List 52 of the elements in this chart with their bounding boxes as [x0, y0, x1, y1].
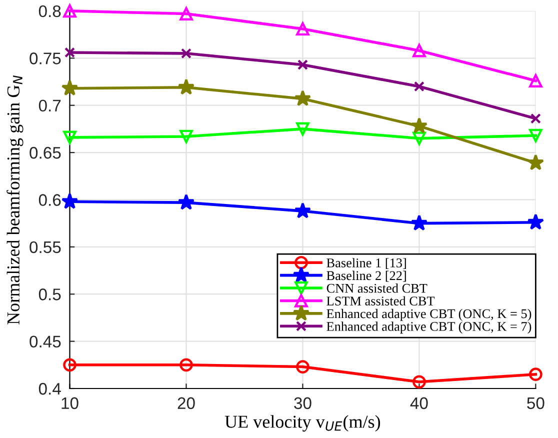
point — [296, 360, 310, 374]
legend-label: CNN assisted CBT — [326, 283, 428, 293]
x-tick-label: 20 — [178, 397, 195, 410]
y-tick-label: 0.5 — [38, 288, 61, 300]
legend-label: Baseline 1 [13] — [326, 258, 406, 270]
y-tick-label: 0.8 — [38, 5, 61, 18]
point — [527, 154, 544, 170]
legend-label: Enhanced adaptive CBT (ONC, K = 5) — [326, 308, 532, 321]
point — [61, 80, 78, 96]
y-axis-title: Normalized beamforming gain G$_{N}$ — [6, 75, 24, 324]
point — [64, 47, 76, 58]
point — [180, 130, 193, 144]
point — [529, 128, 542, 142]
y-tick-label: 0.65 — [30, 146, 61, 159]
point — [297, 59, 308, 70]
y-tick-label: 0.75 — [30, 52, 61, 64]
x-axis-title: UE velocity v$_{UE}$(m/s) — [224, 415, 380, 432]
point — [61, 192, 78, 209]
legend-label: Enhanced adaptive CBT (ONC, K = 7) — [326, 322, 532, 334]
y-tick-label: 0.4 — [38, 382, 61, 395]
point — [412, 132, 426, 146]
y-tick-label: 0.6 — [38, 194, 61, 206]
point — [180, 48, 192, 59]
point — [529, 74, 542, 88]
point — [180, 358, 193, 372]
point — [412, 44, 426, 58]
point — [63, 4, 76, 18]
point — [296, 122, 310, 136]
point — [63, 130, 76, 144]
x-tick-label: 10 — [62, 397, 78, 410]
point — [178, 78, 195, 95]
point — [410, 214, 428, 231]
x-tick-label: 50 — [527, 397, 544, 410]
x-tick-label: 40 — [410, 397, 428, 410]
x-tick-label: 30 — [294, 397, 312, 410]
y-tick-label: 0.7 — [38, 100, 61, 112]
point — [410, 117, 428, 134]
point — [414, 81, 424, 92]
point — [530, 113, 541, 124]
point — [527, 214, 544, 230]
y-tick-label: 0.45 — [30, 336, 61, 348]
point — [178, 194, 195, 210]
point — [529, 368, 542, 382]
point — [412, 375, 426, 389]
legend-label: LSTM assisted CBT — [326, 296, 435, 306]
point — [294, 202, 312, 218]
point — [63, 358, 76, 372]
legend-label: Baseline 2 [22] — [326, 270, 406, 282]
point — [180, 7, 193, 20]
point — [294, 90, 312, 106]
y-tick-label: 0.55 — [30, 241, 61, 254]
point — [296, 22, 310, 36]
